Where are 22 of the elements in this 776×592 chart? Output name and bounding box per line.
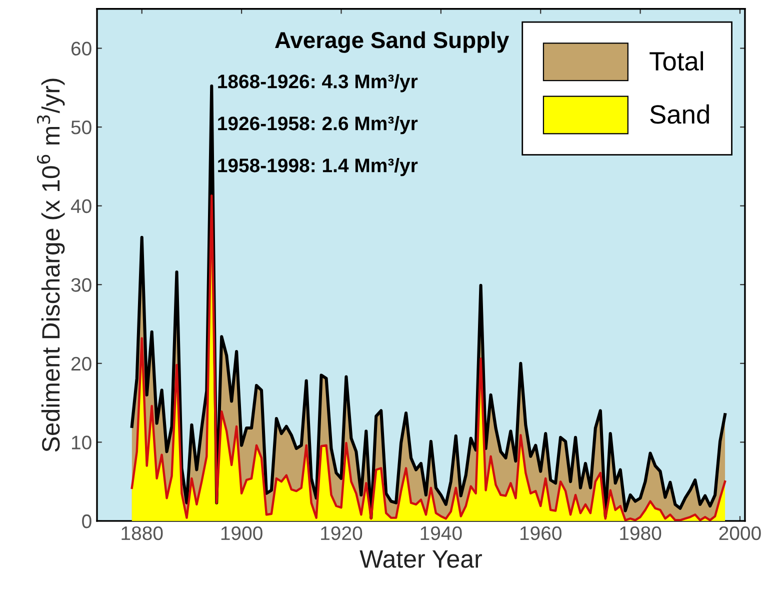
annotation: Average Sand Supply xyxy=(275,31,510,53)
y-tick-label: 0 xyxy=(82,514,92,528)
x-tick-label: 1960 xyxy=(520,526,562,540)
legend-label: Sand xyxy=(650,104,709,124)
x-tick-label: 1980 xyxy=(620,526,662,540)
x-tick-label: 1900 xyxy=(221,526,262,540)
y-tick-label: 30 xyxy=(71,278,92,292)
y-tick-label: 60 xyxy=(72,42,92,56)
annotation: 1926-1958: 2.6 Mm³/yr xyxy=(218,116,418,134)
x-tick-label: 2000 xyxy=(719,526,761,540)
legend-label: Total xyxy=(650,51,703,71)
y-tick-label: 50 xyxy=(71,120,92,134)
y-tick-label: 20 xyxy=(71,356,92,371)
y-tick-label: 40 xyxy=(70,199,92,214)
x-tick-label: 1940 xyxy=(420,526,462,540)
y-axis-title: Sediment Discharge (x 10$^{6}$ m$^{3}$/yr) xyxy=(36,78,65,452)
annotation: 1958-1998: 1.4 Mm³/yr xyxy=(218,158,418,176)
x-axis-title: Water Year xyxy=(360,550,482,568)
y-tick-label: 10 xyxy=(72,436,92,450)
annotation: 1868-1926: 4.3 Mm³/yr xyxy=(218,74,418,92)
x-tick-label: 1920 xyxy=(321,526,362,540)
x-tick-label: 1880 xyxy=(122,526,163,540)
